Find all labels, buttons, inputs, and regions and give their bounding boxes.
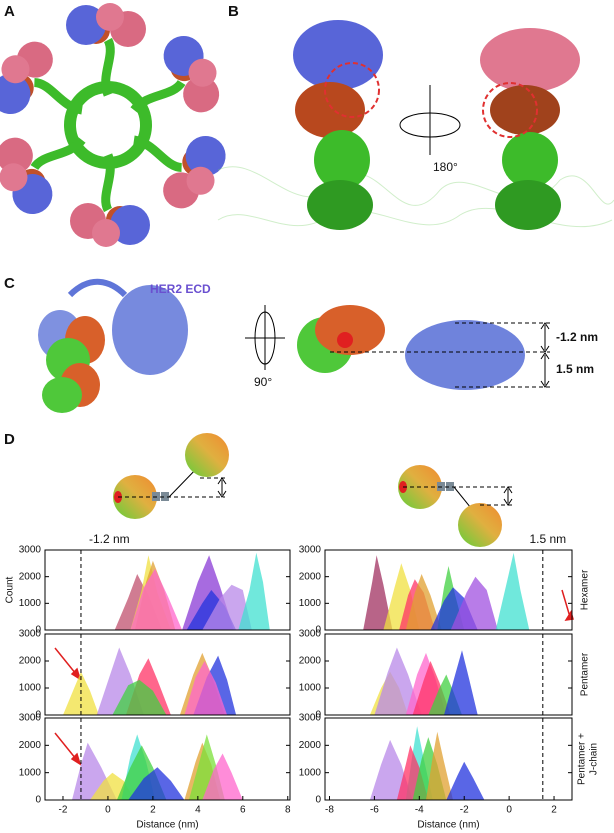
fab-structure (293, 20, 580, 230)
core-ring (64, 81, 152, 169)
protein-label: HER2 ECD (150, 282, 211, 296)
x-tick-label: -2 (460, 805, 469, 816)
hexamer-structure (0, 3, 235, 247)
x-tick-label: -6 (370, 805, 379, 816)
row-label: Hexamer (580, 569, 591, 610)
x-tick-label: 6 (240, 805, 246, 816)
x-axis-label: Distance (nm) (136, 820, 198, 831)
y-tick-label: 0 (315, 795, 321, 806)
y-tick-label: 1000 (19, 767, 42, 778)
x-tick-label: 2 (551, 805, 557, 816)
y-tick-label: 2000 (19, 740, 42, 751)
x-tick-label: -8 (325, 805, 334, 816)
plot-frame (44, 549, 291, 631)
y-tick-label: 3000 (299, 713, 322, 724)
x-tick-label: 0 (506, 805, 512, 816)
offset-label: -1.2 nm (556, 330, 598, 344)
histogram (446, 761, 485, 800)
y-tick-label: 0 (315, 625, 321, 636)
histogram (405, 574, 442, 630)
panel-label: C (4, 275, 15, 292)
panel-label: A (4, 3, 15, 20)
row-label: Pentamer (580, 652, 591, 696)
histogram (495, 552, 530, 630)
x-tick-label: 8 (285, 805, 291, 816)
plot-frame (324, 633, 573, 716)
histogram (238, 552, 270, 630)
y-tick-label: 0 (35, 710, 41, 721)
y-tick-label: 1000 (299, 598, 322, 609)
arm (70, 155, 150, 247)
histogram (130, 568, 183, 630)
histogram (444, 650, 478, 715)
y-tick-label: 2000 (19, 571, 42, 582)
y-tick-label: 2000 (299, 740, 322, 751)
reference-label: 1.5 nm (529, 532, 566, 546)
y-tick-label: 0 (35, 795, 41, 806)
y-tick-label: 2000 (19, 656, 42, 667)
y-tick-label: 3000 (19, 545, 42, 556)
histogram (184, 661, 228, 715)
y-axis-label: Count (5, 576, 16, 603)
reference-label: -1.2 nm (89, 532, 130, 546)
y-tick-label: 1000 (19, 683, 42, 694)
her2-structure (38, 278, 550, 413)
panel-label: D (4, 431, 15, 448)
x-tick-label: -2 (59, 805, 68, 816)
arm (115, 104, 235, 219)
plot-frame (324, 717, 573, 801)
y-tick-label: 1000 (19, 598, 42, 609)
y-tick-label: 2000 (299, 656, 322, 667)
x-tick-label: 4 (195, 805, 201, 816)
y-tick-label: 3000 (19, 629, 42, 640)
histogram (202, 584, 252, 630)
rotation-label: 180° (433, 160, 458, 174)
rotation-label: 90° (254, 375, 272, 389)
histogram (374, 647, 422, 715)
red-arrows (54, 589, 574, 766)
y-tick-label: 0 (35, 625, 41, 636)
y-tick-label: 1000 (299, 767, 322, 778)
panel-label: B (228, 3, 239, 20)
x-tick-label: -4 (415, 805, 424, 816)
y-tick-label: 3000 (19, 713, 42, 724)
y-tick-label: 0 (315, 710, 321, 721)
histogram (112, 679, 167, 715)
x-axis-label: Distance (nm) (417, 820, 479, 831)
histogram (363, 555, 393, 630)
histogram (450, 576, 498, 630)
x-tick-label: 2 (150, 805, 156, 816)
offset-label: 1.5 nm (556, 362, 594, 376)
plot-frame (44, 717, 291, 801)
row-label: Pentamer + (577, 733, 588, 785)
y-tick-label: 3000 (299, 629, 322, 640)
histogram (202, 753, 243, 800)
y-tick-label: 3000 (299, 545, 322, 556)
row-label: J-chain (589, 743, 600, 775)
y-tick-label: 2000 (299, 571, 322, 582)
schematic (113, 433, 513, 547)
plot-frame (44, 633, 291, 716)
histogram (128, 767, 185, 800)
plot-frame (324, 549, 573, 631)
histogram (426, 731, 453, 800)
arm (66, 3, 146, 95)
y-tick-label: 1000 (299, 683, 322, 694)
x-tick-label: 0 (105, 805, 111, 816)
